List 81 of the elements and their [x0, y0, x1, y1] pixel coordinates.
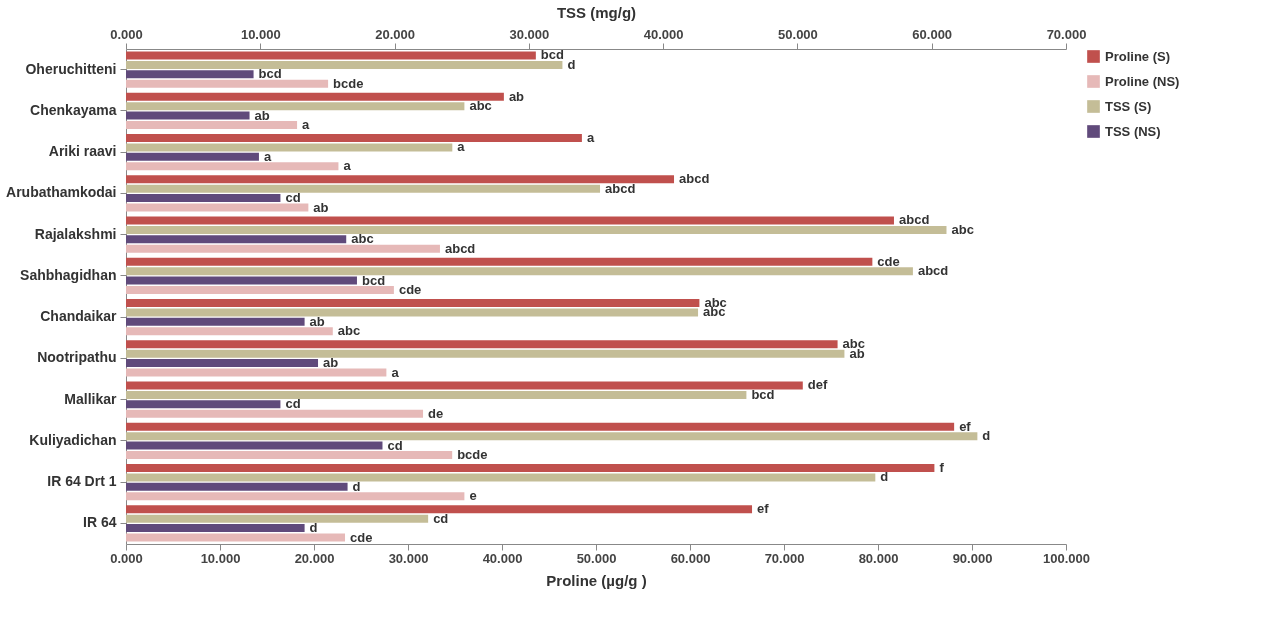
y-tick-label: Oheruchitteni	[25, 60, 117, 77]
y-tick-label: Chandaikar	[40, 308, 118, 325]
data-label: a	[457, 139, 466, 155]
y-tick-label: Arubathamkodai	[6, 184, 117, 201]
data-label: cd	[285, 190, 301, 206]
data-label: bcd	[540, 47, 565, 63]
data-label: cde	[398, 282, 422, 298]
data-label: e	[469, 488, 477, 504]
y-tick-label: Rajalakshmi	[34, 225, 117, 242]
data-label: f	[939, 459, 945, 475]
data-label: cd	[433, 510, 449, 526]
data-label: abc	[469, 98, 492, 114]
x2-tick-label: 10.000	[240, 26, 281, 42]
x-tick-label: 100.000	[1043, 550, 1090, 566]
y-tick-label: IR 64	[83, 514, 117, 531]
data-label: abcd	[917, 263, 949, 279]
x-tick-label: 80.000	[858, 550, 899, 566]
x2-axis-title: TSS (mg/g)	[556, 3, 637, 21]
data-label: cde	[350, 529, 373, 545]
legend-label: Proline (S)	[1105, 48, 1171, 64]
x-tick-label: 40.000	[482, 550, 523, 566]
data-label: bcd	[258, 66, 282, 82]
x2-tick-label: 60.000	[912, 26, 953, 42]
x2-tick-label: 50.000	[778, 26, 818, 42]
y-tick-label: Mallikar	[64, 390, 118, 407]
data-label: ab	[309, 313, 325, 329]
y-tick-label: Kuliyadichan	[29, 431, 117, 448]
data-label: ef	[959, 418, 972, 434]
x2-tick-label: 0.000	[110, 26, 143, 42]
y-tick-label: Sahbhagidhan	[20, 266, 117, 283]
legend-label: Proline (NS)	[1105, 73, 1180, 89]
y-tick-label: Nootripathu	[37, 349, 117, 366]
data-label: a	[263, 148, 272, 164]
data-label: abc	[337, 323, 361, 339]
data-label: bcde	[333, 75, 364, 91]
x2-tick-label: 30.000	[509, 26, 550, 42]
data-label: ab	[508, 88, 525, 104]
x2-tick-label: 70.000	[1046, 26, 1087, 42]
x-tick-label: 60.000	[670, 550, 711, 566]
x2-tick-label: 40.000	[643, 26, 684, 42]
data-label: ab	[254, 107, 270, 123]
x-tick-label: 50.000	[576, 550, 617, 566]
data-label: d	[567, 56, 576, 72]
y-tick-label: Ariki raavi	[48, 143, 117, 160]
data-label: abcd	[679, 171, 710, 187]
data-label: a	[302, 117, 311, 133]
y-tick-label: Chenkayama	[30, 101, 117, 118]
data-label: a	[343, 158, 352, 174]
x-tick-label: 70.000	[764, 550, 805, 566]
data-label: bcd	[751, 386, 775, 402]
x-tick-label: 0.000	[110, 550, 143, 566]
data-label: ab	[323, 355, 339, 371]
data-label: abc	[351, 231, 374, 247]
data-label: de	[428, 405, 444, 421]
data-label: a	[391, 364, 400, 380]
data-label: abcd	[898, 212, 930, 228]
data-label: bcde	[457, 447, 488, 463]
data-label: d	[982, 428, 991, 444]
data-label: cde	[877, 253, 900, 269]
data-label: d	[309, 520, 318, 536]
legend-label: TSS (NS)	[1105, 123, 1161, 139]
data-label: cd	[285, 396, 301, 412]
x-axis-title: Proline (µg/g )	[546, 571, 647, 589]
y-tick-label: IR 64 Drt 1	[47, 473, 117, 490]
data-label: bcd	[361, 272, 386, 288]
x-tick-label: 10.000	[200, 550, 241, 566]
x2-tick-label: 20.000	[375, 26, 415, 42]
data-label: abc	[951, 221, 974, 237]
legend-label: TSS (S)	[1105, 98, 1152, 114]
data-label: cd	[387, 437, 403, 453]
data-label: abcd	[444, 240, 476, 256]
data-label: d	[880, 469, 889, 485]
x-tick-label: 30.000	[388, 550, 429, 566]
data-label: ab	[313, 199, 329, 215]
x-tick-label: 20.000	[294, 550, 335, 566]
data-label: d	[352, 478, 361, 494]
data-label: def	[807, 377, 828, 393]
x-tick-label: 90.000	[952, 550, 993, 566]
data-label: a	[586, 129, 595, 145]
data-label: abcd	[605, 180, 636, 196]
data-label: ef	[757, 501, 770, 517]
